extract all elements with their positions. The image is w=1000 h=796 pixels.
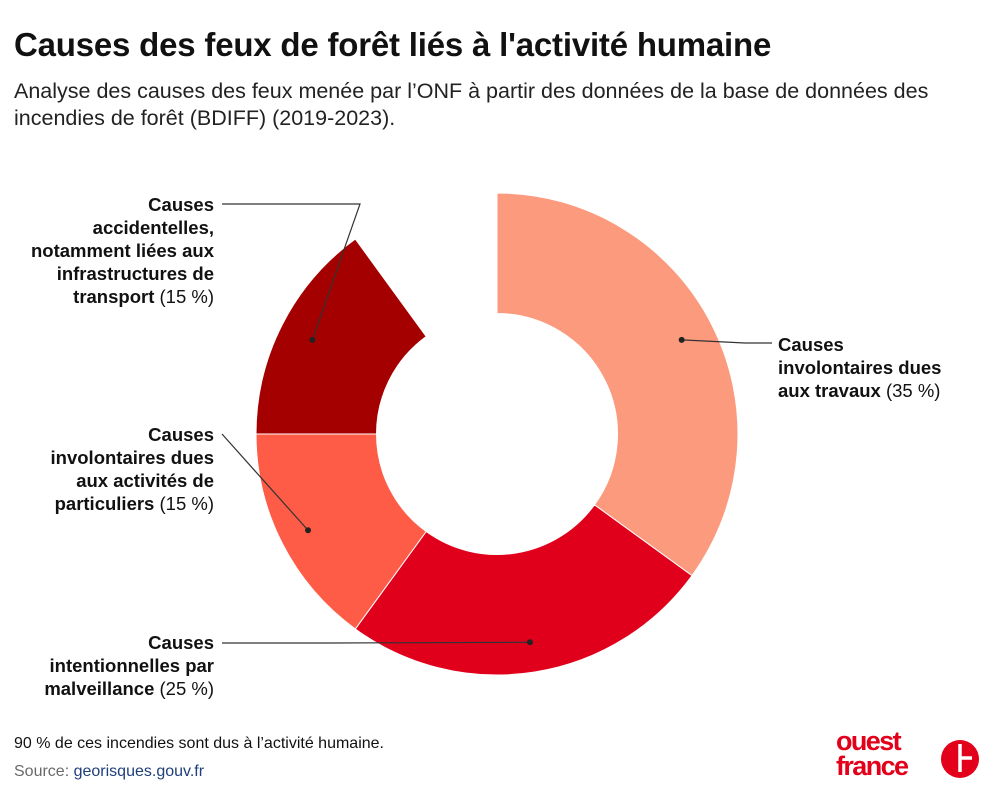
label-travaux-pct: (35 %) — [885, 380, 941, 401]
chart-subtitle: Analyse des causes des feux menée par l’… — [14, 79, 929, 130]
logo-wordmark: ouest france — [836, 726, 909, 781]
label-particuliers-line2: involontaires dues — [50, 447, 214, 468]
ouest-france-logo: ouest france — [836, 728, 986, 785]
label-particuliers: Causes involontaires dues aux activités … — [51, 423, 214, 515]
logo-line1: ouest — [836, 726, 902, 756]
leader-line-accidental — [222, 203, 361, 341]
chart-title: Causes des feux de forêt liés à l'activi… — [14, 26, 772, 63]
label-malveillance-pct: (25 %) — [159, 678, 215, 699]
label-accidental-line3: notamment liées aux — [30, 240, 214, 261]
label-travaux-line2: involontaires dues — [778, 357, 942, 378]
label-travaux: Causes involontaires dues aux travaux (3… — [778, 333, 941, 402]
leader-dot-travaux — [678, 336, 685, 343]
label-accidental-pct: (15 %) — [159, 286, 215, 307]
label-travaux-line1: Causes — [778, 334, 844, 355]
leader-line-malveillance — [222, 641, 530, 644]
leader-line-particuliers — [221, 433, 309, 531]
logo-mark-icon — [941, 740, 979, 778]
label-malveillance-line2: intentionnelles par — [49, 655, 214, 676]
label-malveillance-line3: malveillance — [44, 678, 155, 699]
label-particuliers-pct: (15 %) — [159, 493, 215, 514]
leader-dot-particuliers — [305, 527, 312, 534]
leader-dot-malveillance — [526, 639, 533, 646]
leader-lines — [221, 203, 772, 646]
slice-accidental — [255, 238, 427, 435]
label-malveillance-line1: Causes — [148, 632, 214, 653]
source-link[interactable]: georisques.gouv.fr — [73, 763, 205, 780]
label-malveillance: Causes intentionnelles par malveillance … — [44, 631, 214, 700]
label-particuliers-line1: Causes — [148, 424, 214, 445]
label-travaux-line3: aux travaux — [778, 380, 881, 401]
label-accidental-line4: infrastructures de — [56, 263, 214, 284]
label-accidental: Causes accidentelles, notamment liées au… — [31, 193, 214, 308]
slice-travaux — [496, 192, 739, 577]
slice-particuliers — [255, 433, 427, 630]
label-accidental-line5: transport — [73, 286, 155, 307]
footnote: 90 % de ces incendies sont dus à l’activ… — [14, 735, 384, 752]
slice-malveillance — [354, 504, 693, 676]
source-line: Source: georisques.gouv.fr — [14, 763, 204, 781]
label-accidental-line2: accidentelles, — [92, 217, 214, 238]
label-accidental-line1: Causes — [148, 194, 214, 215]
donut-slices — [255, 192, 739, 676]
label-particuliers-line3: aux activités de — [76, 470, 214, 491]
label-particuliers-line4: particuliers — [54, 493, 155, 514]
logo-line2: france — [836, 751, 909, 781]
leader-dot-accidental — [309, 336, 316, 343]
leader-line-travaux — [681, 339, 772, 344]
source-prefix: Source: — [14, 763, 74, 780]
